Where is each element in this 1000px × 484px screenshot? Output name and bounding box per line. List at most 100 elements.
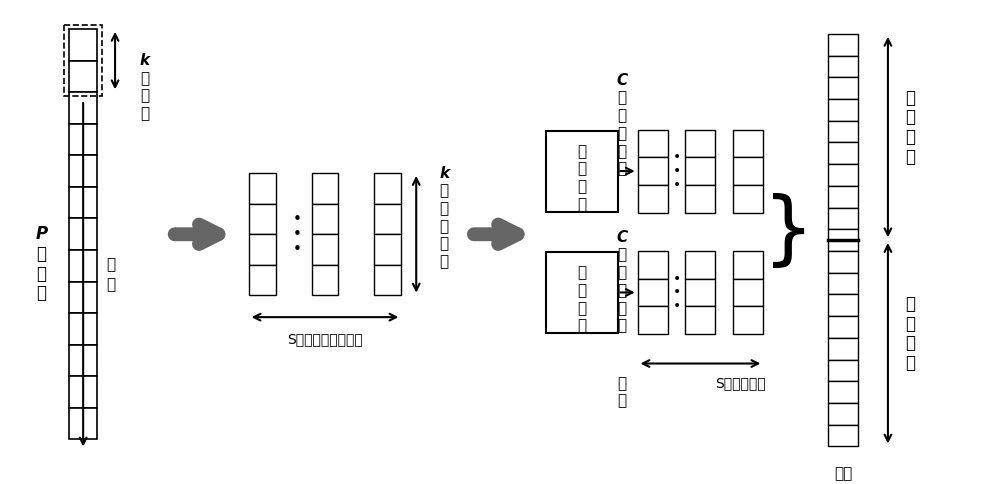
Bar	[685, 157, 715, 185]
Bar	[69, 60, 97, 92]
Text: 特: 特	[440, 201, 449, 216]
Bar	[733, 130, 763, 157]
Text: 动: 动	[107, 277, 116, 292]
Bar	[69, 282, 97, 313]
Text: 征: 征	[905, 108, 915, 126]
Text: 征: 征	[905, 315, 915, 333]
Bar	[828, 208, 858, 229]
Text: 随: 随	[577, 265, 586, 280]
Text: 概: 概	[617, 265, 626, 280]
Bar	[685, 185, 715, 212]
Text: 样: 样	[36, 265, 46, 283]
Text: 率: 率	[617, 126, 626, 141]
Bar	[638, 306, 668, 334]
Bar	[249, 265, 276, 295]
Bar	[828, 121, 858, 142]
Text: 量: 量	[905, 354, 915, 372]
Bar	[69, 345, 97, 377]
Text: 量: 量	[905, 148, 915, 166]
Text: 表: 表	[905, 295, 915, 313]
Text: 向: 向	[905, 128, 915, 146]
Bar	[733, 157, 763, 185]
Bar	[733, 251, 763, 279]
Text: •: •	[672, 164, 681, 178]
Bar	[828, 381, 858, 403]
Bar	[69, 124, 97, 155]
Text: 窗: 窗	[140, 89, 150, 104]
Text: 向: 向	[617, 301, 626, 316]
Text: 向: 向	[617, 376, 626, 391]
Bar	[828, 316, 858, 338]
Bar	[374, 173, 401, 204]
Text: •: •	[672, 272, 681, 286]
Bar	[374, 234, 401, 265]
Text: 机: 机	[577, 283, 586, 298]
Bar	[69, 250, 97, 282]
Bar	[828, 251, 858, 273]
Bar	[69, 218, 97, 250]
Bar	[828, 34, 858, 56]
Bar	[828, 403, 858, 424]
Text: S个特征子样本向量: S个特征子样本向量	[287, 332, 363, 346]
Text: 量: 量	[617, 318, 626, 333]
Bar	[685, 130, 715, 157]
Text: C: C	[616, 230, 627, 245]
Text: 滑: 滑	[107, 257, 116, 272]
Text: 森: 森	[577, 301, 586, 316]
Text: 向: 向	[905, 334, 915, 352]
Text: 率: 率	[617, 283, 626, 298]
Text: 拼接: 拼接	[834, 467, 852, 482]
Text: 维: 维	[36, 245, 46, 263]
Text: 林: 林	[577, 197, 586, 212]
Bar	[828, 360, 858, 381]
Bar	[546, 252, 618, 333]
Text: S个概率向量: S个概率向量	[715, 376, 766, 390]
Bar	[828, 294, 858, 316]
Bar	[249, 173, 276, 204]
Bar	[546, 131, 618, 212]
Bar	[69, 187, 97, 218]
Text: •: •	[293, 242, 302, 257]
Text: 征: 征	[440, 219, 449, 234]
Bar	[312, 204, 338, 234]
Text: •: •	[672, 299, 681, 313]
Bar	[638, 185, 668, 212]
Text: 维: 维	[440, 183, 449, 198]
Text: 量: 量	[617, 162, 626, 177]
Text: 随: 随	[577, 144, 586, 159]
Bar	[828, 229, 858, 251]
Bar	[64, 25, 102, 96]
Bar	[638, 130, 668, 157]
Bar	[685, 251, 715, 279]
Bar	[828, 77, 858, 99]
Text: k: k	[140, 53, 150, 68]
Bar	[828, 164, 858, 186]
Bar	[69, 155, 97, 187]
Text: 口: 口	[140, 106, 150, 121]
Bar	[685, 279, 715, 306]
Bar	[685, 306, 715, 334]
Bar	[828, 424, 858, 446]
Text: •: •	[672, 151, 681, 164]
Bar	[312, 173, 338, 204]
Text: 量: 量	[617, 393, 626, 408]
Bar	[69, 377, 97, 408]
Text: 机: 机	[577, 162, 586, 177]
Bar	[828, 142, 858, 164]
Bar	[69, 313, 97, 345]
Bar	[638, 157, 668, 185]
Bar	[374, 265, 401, 295]
Bar	[69, 92, 97, 124]
Text: 林: 林	[577, 318, 586, 333]
Text: 向: 向	[617, 144, 626, 159]
Bar	[733, 279, 763, 306]
Bar	[249, 204, 276, 234]
Bar	[733, 185, 763, 212]
Text: k: k	[439, 166, 449, 181]
Bar	[638, 251, 668, 279]
Text: 维: 维	[617, 91, 626, 106]
Text: 表: 表	[905, 89, 915, 106]
Bar	[312, 234, 338, 265]
Text: 概: 概	[617, 108, 626, 123]
Text: •: •	[672, 286, 681, 300]
